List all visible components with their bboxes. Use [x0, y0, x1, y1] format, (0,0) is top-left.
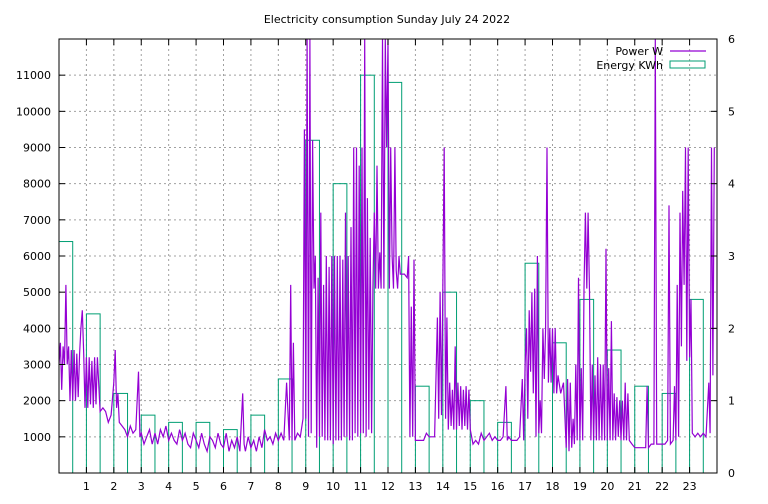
x-tick-label: 11 [354, 480, 368, 493]
x-tick-label: 17 [518, 480, 532, 493]
y-tick-label-left: 7000 [23, 214, 51, 227]
energy-bar [469, 400, 485, 474]
x-tick-label: 16 [491, 480, 505, 493]
x-tick-label: 13 [408, 480, 422, 493]
x-tick-label: 4 [165, 480, 172, 493]
y-tick-label-right: 3 [728, 250, 735, 263]
energy-bar [168, 421, 183, 474]
power-line [59, 39, 715, 454]
legend-swatch-energy [669, 60, 706, 69]
x-tick-label: 10 [326, 480, 340, 493]
x-tick-label: 8 [275, 480, 282, 493]
y-tick-label-right: 2 [728, 322, 735, 335]
x-tick-label: 6 [220, 480, 227, 493]
y-tick-label-left: 8000 [23, 178, 51, 191]
x-tick-label: 9 [302, 480, 309, 493]
y-tick-label-right: 1 [728, 395, 735, 408]
legend-label: Energy KWh [596, 59, 663, 72]
x-tick-label: 20 [600, 480, 614, 493]
x-tick-label: 5 [193, 480, 200, 493]
x-tick-label: 12 [381, 480, 395, 493]
axes: 1 2 3 4 5 6 7 8 9 10 11 12 13 14 15 16 17 18 19 20 21 22 23100… [16, 33, 735, 493]
y-tick-label-left: 6000 [23, 250, 51, 263]
y-tick-label-left: 2000 [23, 395, 51, 408]
y-tick-label-left: 1000 [23, 431, 51, 444]
y-tick-label-right: 4 [728, 178, 735, 191]
power-series [59, 39, 715, 454]
x-tick-label: 14 [436, 480, 450, 493]
energy-bar [414, 385, 430, 474]
x-tick-label: 23 [683, 480, 697, 493]
energy-bar [140, 414, 156, 474]
x-tick-label: 19 [573, 480, 587, 493]
x-tick-label: 15 [463, 480, 477, 493]
y-tick-label-right: 0 [728, 467, 735, 480]
y-tick-label-left: 11000 [16, 69, 51, 82]
y-tick-label-left: 10000 [16, 105, 51, 118]
x-tick-label: 21 [628, 480, 642, 493]
legend-label: Power W [615, 45, 663, 58]
y-tick-label-left: 3000 [23, 359, 51, 372]
x-tick-label: 3 [138, 480, 145, 493]
y-tick-label-left: 4000 [23, 322, 51, 335]
x-tick-label: 18 [546, 480, 560, 493]
x-tick-label: 2 [110, 480, 117, 493]
x-tick-label: 1 [83, 480, 90, 493]
energy-bar [113, 392, 129, 474]
x-tick-label: 22 [655, 480, 669, 493]
x-tick-label: 7 [247, 480, 254, 493]
y-tick-label-left: 9000 [23, 142, 51, 155]
chart-title: Electricity consumption Sunday July 24 2… [264, 13, 510, 26]
y-tick-label-right: 6 [728, 33, 735, 46]
energy-bar [497, 421, 512, 474]
y-tick-label-left: 5000 [23, 286, 51, 299]
y-tick-label-right: 5 [728, 105, 735, 118]
